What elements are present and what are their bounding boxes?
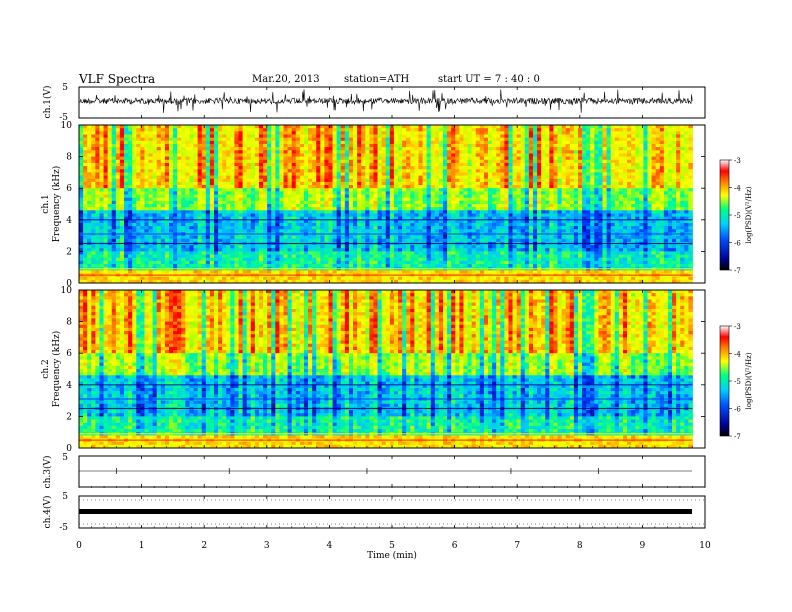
ch1-spectrogram-channel-label: ch.1 [41, 194, 51, 213]
ch2-spectrogram-image [79, 290, 693, 449]
ch2-spectrogram-channel-label: ch.2 [41, 359, 51, 378]
frequency-tick-label: 2 [66, 412, 72, 422]
start-time-label: start UT = 7 : 40 : 0 [438, 74, 540, 85]
colorbar-tick-label: -4 [734, 351, 741, 359]
colorbar-tick-label: -7 [734, 267, 741, 275]
time-tick-label: 6 [452, 541, 458, 551]
frequency-tick-label: 2 [66, 247, 72, 257]
ch4-ytick-5: 5 [62, 492, 68, 502]
time-tick-label: 3 [264, 541, 270, 551]
frequency-tick-label: 0 [66, 444, 72, 454]
ch1-waveform-trace [78, 89, 693, 113]
ch1-colorbar-label: log(PSD)(V²/Hz) [745, 186, 753, 243]
colorbar-tick-label: -5 [734, 212, 741, 220]
time-tick-label: 5 [389, 541, 395, 551]
time-tick-label: 2 [201, 541, 207, 551]
colorbar-tick-label: -7 [734, 433, 741, 441]
station-label: station=ATH [344, 74, 410, 85]
time-tick-label: 7 [514, 541, 520, 551]
ch4-ytick-minus5: -5 [59, 523, 68, 533]
ch1-ytick-5: 5 [62, 83, 68, 93]
colorbar-tick-label: -5 [734, 378, 741, 386]
ch1-spectrogram-panel: 0 2 4 6 8 10 ch.1 Frequency (kHz) [41, 121, 706, 289]
ch1-spectrogram-image [79, 125, 693, 284]
ch1-spectrogram-ylabel: Frequency (kHz) [51, 166, 62, 243]
time-tick-label: 8 [577, 541, 583, 551]
ch1-spectrogram-yticks: 0 2 4 6 8 10 [61, 121, 705, 289]
colorbar-tick-label: -3 [734, 157, 741, 165]
time-tick-label: 10 [699, 541, 711, 551]
ch4-ylabel: ch.4(V) [42, 496, 53, 529]
ch2-colorbar: -3 -4 -5 -6 -7 log(PSD)(V²/Hz) [719, 323, 753, 441]
ch1-colorbar: -3 -4 -5 -6 -7 log(PSD)(V²/Hz) [719, 157, 753, 275]
ch3-ylabel: ch.3(V) [42, 456, 53, 489]
frequency-tick-label: 6 [66, 184, 72, 194]
time-tick-label: 1 [139, 541, 145, 551]
ch1-ylabel: ch.1(V) [42, 86, 53, 119]
ch2-colorbar-label: log(PSD)(V²/Hz) [745, 352, 753, 409]
time-axis-label: Time (min) [367, 550, 417, 561]
ch4-trace [79, 509, 692, 514]
frequency-tick-label: 8 [66, 318, 72, 328]
frequency-tick-label: 4 [66, 216, 72, 226]
frequency-tick-label: 4 [66, 381, 72, 391]
colorbar-tick-label: -4 [734, 185, 741, 193]
ch2-spectrogram-ylabel: Frequency (kHz) [51, 331, 62, 408]
ch2-spectrogram-yticks: 0 2 4 6 8 10 [61, 286, 705, 454]
time-tick-label: 0 [76, 541, 82, 551]
ch3-ytick-5: 5 [62, 453, 68, 463]
colorbar-tick-label: -6 [734, 240, 741, 248]
chart-title: VLF Spectra [79, 72, 156, 86]
time-tick-label: 9 [640, 541, 646, 551]
colorbar-tick-label: -6 [734, 406, 741, 414]
colorbar-tick-label: -3 [734, 323, 741, 331]
frequency-tick-label: 0 [66, 279, 72, 289]
time-tick-label: 4 [327, 541, 333, 551]
frequency-tick-label: 8 [66, 153, 72, 163]
time-axis: 0 1 2 3 4 5 6 7 8 9 10 [76, 87, 711, 551]
frequency-tick-label: 10 [61, 286, 73, 296]
recording-date: Mar.20, 2013 [252, 74, 320, 85]
ch1-ytick-minus5: -5 [59, 113, 68, 123]
frequency-tick-label: 6 [66, 349, 72, 359]
ch2-spectrogram-panel: 0 2 4 6 8 10 ch.2 Frequency (kHz) [41, 286, 706, 454]
frequency-tick-label: 10 [61, 121, 73, 131]
